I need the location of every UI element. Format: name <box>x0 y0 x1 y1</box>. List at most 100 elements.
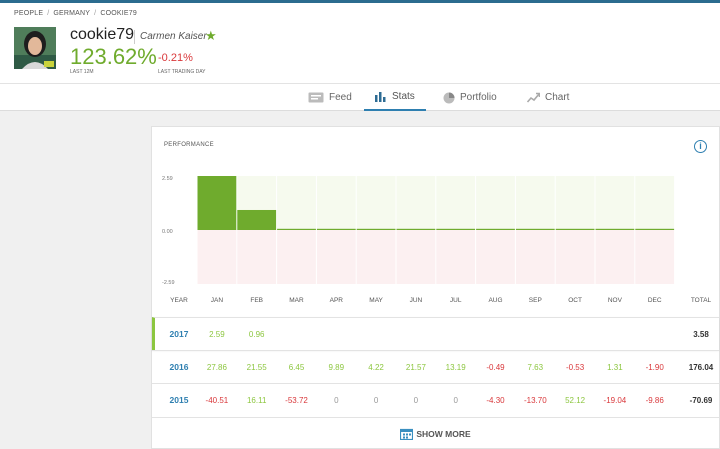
show-more-label: SHOW MORE <box>416 429 471 439</box>
positive-region-nov <box>595 176 635 230</box>
bar-dec[interactable] <box>635 228 675 230</box>
tab-feed[interactable]: Feed <box>297 84 363 111</box>
column-header-mar: MAR <box>289 297 304 304</box>
month-value-aug: -0.49 <box>486 363 505 372</box>
calendar-icon <box>400 428 414 440</box>
negative-region-dec <box>635 230 675 284</box>
tab-stats-label: Stats <box>392 91 415 102</box>
negative-region-jan <box>197 230 237 284</box>
month-value-jun: 21.57 <box>405 363 426 372</box>
star-icon[interactable]: ★ <box>205 28 217 43</box>
column-header-sep: SEP <box>528 297 542 304</box>
column-header-jan: JAN <box>210 297 224 304</box>
negative-region-nov <box>595 230 635 284</box>
column-header-jun: JUN <box>409 297 423 304</box>
row-year[interactable]: 2017 <box>169 329 189 339</box>
tab-stats[interactable]: Stats <box>364 84 426 111</box>
column-header-nov: NOV <box>607 297 622 304</box>
column-header-aug: AUG <box>488 297 503 304</box>
tab-portfolio[interactable]: Portfolio <box>432 84 508 111</box>
bar-may[interactable] <box>356 228 396 230</box>
bar-aug[interactable] <box>476 228 515 230</box>
performance-chart: 2.59 0.00 -2.59 <box>162 176 675 286</box>
negative-region-oct <box>555 230 595 284</box>
month-value-nov: 1.31 <box>607 363 623 372</box>
positive-region-oct <box>555 176 595 230</box>
bar-sep[interactable] <box>515 228 555 230</box>
column-header-feb: FEB <box>250 297 264 304</box>
profile-header: PEOPLE / GERMANY / COOKIE79 cookie79 Carmen … <box>0 3 720 83</box>
positive-region-jun <box>396 176 436 230</box>
month-value-jul: 13.19 <box>445 363 466 372</box>
table-row[interactable]: 2016 27.86 21.55 6.45 9.89 4.22 21.57 13.19 -0.4… <box>152 350 719 383</box>
month-value-jan: 2.59 <box>209 330 225 339</box>
positive-region-may <box>356 176 396 230</box>
month-value-sep: -13.70 <box>523 396 547 405</box>
full-name: Carmen Kaiser <box>140 31 207 42</box>
tab-bar: Feed Stats Portfolio Chart <box>0 83 720 111</box>
gain-value: 123.62% <box>70 44 157 69</box>
breadcrumb-user: COOKIE79 <box>100 10 137 17</box>
positive-region-dec <box>635 176 675 230</box>
month-value-jan: -40.51 <box>205 396 229 405</box>
month-value-feb: 21.55 <box>246 363 267 372</box>
month-value-dec: -9.86 <box>645 396 664 405</box>
info-icon[interactable]: i <box>694 140 707 153</box>
month-value-oct: -0.53 <box>565 363 585 372</box>
bar-nov[interactable] <box>595 228 635 230</box>
breadcrumb: PEOPLE / GERMANY / COOKIE79 <box>14 10 137 17</box>
positive-region-apr <box>316 176 356 230</box>
month-value-feb: 0.96 <box>248 330 265 339</box>
month-value-apr: 9.89 <box>328 363 345 372</box>
username: cookie79 <box>70 26 135 43</box>
tab-chart-label: Chart <box>545 92 570 103</box>
performance-title: PERFORMANCE <box>164 142 214 148</box>
feed-icon <box>308 92 324 103</box>
table-row[interactable]: 2017 2.59 0.96 3.58 <box>152 317 719 350</box>
stats-icon <box>375 91 386 102</box>
month-value-mar: -53.72 <box>285 396 308 405</box>
column-header-year: YEAR <box>170 297 188 304</box>
breadcrumb-country[interactable]: GERMANY <box>53 10 91 17</box>
breadcrumb-people[interactable]: PEOPLE <box>14 10 44 17</box>
negative-region-aug <box>476 230 515 284</box>
bar-mar[interactable] <box>277 228 316 230</box>
column-header-dec: DEC <box>647 297 662 304</box>
tab-portfolio-label: Portfolio <box>460 92 497 103</box>
name-divider <box>134 30 135 44</box>
positive-region-aug <box>476 176 515 230</box>
bar-apr[interactable] <box>316 228 356 230</box>
bar-jul[interactable] <box>436 228 476 230</box>
column-header-oct: OCT <box>568 297 582 304</box>
column-header-may: MAY <box>369 297 383 304</box>
column-header-jul: JUL <box>449 297 462 304</box>
month-value-oct: 52.12 <box>565 396 586 405</box>
month-value-jul: 0 <box>453 396 458 405</box>
tab-feed-label: Feed <box>329 92 352 103</box>
month-value-nov: -19.04 <box>603 396 627 405</box>
avatar <box>14 27 56 69</box>
positive-region-mar <box>277 176 316 230</box>
chart-icon <box>527 92 540 103</box>
tab-chart[interactable]: Chart <box>516 84 580 111</box>
positive-region-sep <box>515 176 555 230</box>
row-year[interactable]: 2015 <box>169 395 189 405</box>
month-value-dec: -1.90 <box>645 363 664 372</box>
positive-region-jul <box>436 176 476 230</box>
bar-jan[interactable] <box>197 176 237 230</box>
month-value-jan: 27.86 <box>206 363 227 372</box>
show-more-button[interactable]: SHOW MORE <box>152 417 719 449</box>
column-header-apr: APR <box>329 297 343 304</box>
table-row[interactable]: 2015 -40.51 16.11 -53.72 0 0 0 0 -4.30 -13.70 52.1… <box>152 383 719 416</box>
bar-jun[interactable] <box>396 228 436 230</box>
bar-feb[interactable] <box>237 209 277 230</box>
y-tick-label: 2.59 <box>162 176 173 182</box>
portfolio-icon <box>443 92 455 103</box>
month-value-feb: 16.11 <box>246 396 267 405</box>
row-year[interactable]: 2016 <box>169 362 189 372</box>
day-change-label: LAST TRADING DAY <box>158 69 206 75</box>
day-change-value: -0.21% <box>158 52 193 64</box>
negative-region-jun <box>396 230 436 284</box>
bar-oct[interactable] <box>555 228 595 230</box>
negative-region-mar <box>277 230 316 284</box>
